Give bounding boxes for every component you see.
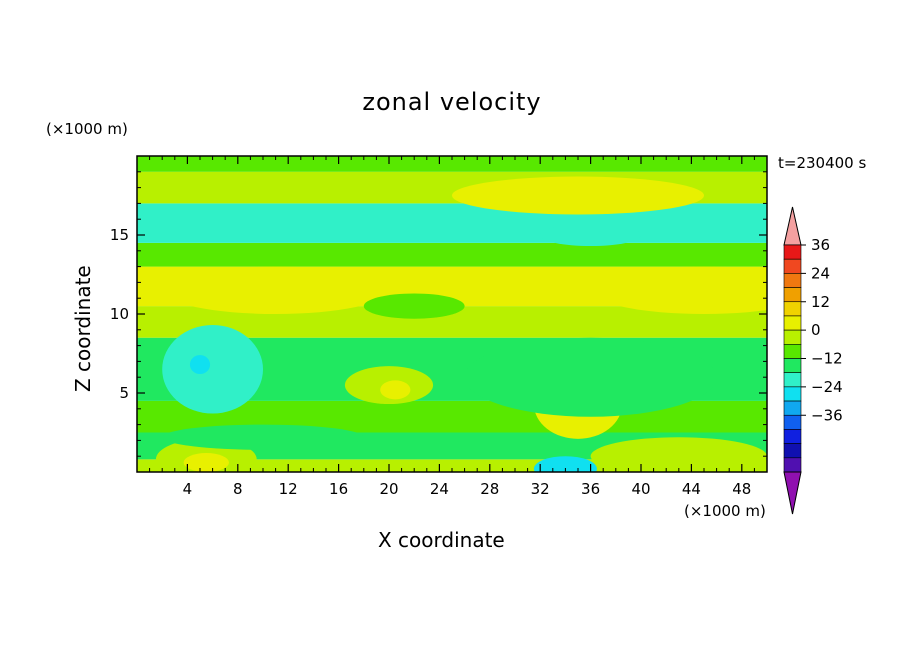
colorbar-box <box>783 414 802 430</box>
colorbar-box <box>783 429 802 444</box>
field-feature-15 <box>464 337 717 417</box>
colorbar-box <box>783 315 802 331</box>
x-tick-label: 40 <box>631 480 650 498</box>
colorbar-tick-label: −12 <box>811 350 843 368</box>
field-feature-13 <box>540 223 641 247</box>
colorbar-tick-label: −36 <box>811 406 843 424</box>
colorbar-box <box>783 386 802 402</box>
colorbar-box <box>783 273 802 288</box>
field-feature-8 <box>533 456 597 472</box>
y-tick-label: 10 <box>110 305 129 323</box>
field-band-9 <box>137 156 767 172</box>
y-tick-label: 15 <box>110 226 129 244</box>
x-tick-label: 20 <box>379 480 398 498</box>
colorbar-tick-label: 36 <box>811 236 830 254</box>
colorbar-box <box>783 329 802 345</box>
x-axis-label: X coordinate <box>378 528 505 552</box>
field-feature-5 <box>380 380 411 400</box>
field-feature-3 <box>183 453 229 472</box>
colorbar-tick-label: 12 <box>811 293 830 311</box>
colorbar-tick-label: −24 <box>811 378 843 396</box>
field-feature-12 <box>452 176 704 215</box>
colorbar-box <box>783 443 802 459</box>
x-axis-unit: (×1000 m) <box>684 502 766 520</box>
x-tick-label: 12 <box>279 480 298 498</box>
field-feature-11 <box>590 266 767 314</box>
field-feature-14 <box>363 293 465 319</box>
velocity-field <box>137 156 767 472</box>
colorbar-box <box>783 400 802 416</box>
y-axis-unit: (×1000 m) <box>46 120 128 138</box>
field-band-6 <box>137 242 767 267</box>
colorbar-top-arrow <box>783 206 802 246</box>
colorbar-tick-label: 0 <box>811 321 821 339</box>
x-tick-label: 48 <box>732 480 751 498</box>
field-feature-9 <box>590 437 767 472</box>
colorbar-bottom-arrow <box>783 471 802 515</box>
colorbar-box <box>783 344 802 359</box>
x-tick-label: 24 <box>430 480 449 498</box>
x-tick-label: 36 <box>581 480 600 498</box>
x-tick-label: 8 <box>233 480 243 498</box>
colorbar-box <box>783 372 802 388</box>
x-tick-label: 4 <box>183 480 193 498</box>
colorbar: 36 24 12 0 −12 −24 −36 <box>783 206 843 515</box>
colorbar-box <box>783 287 802 303</box>
field-feature-1 <box>189 355 211 375</box>
field-band-7 <box>137 203 767 243</box>
field-feature-10 <box>162 266 389 314</box>
colorbar-box <box>783 258 802 274</box>
field-feature-16 <box>162 424 364 450</box>
colorbar-tick-label: 24 <box>811 264 830 282</box>
colorbar-box <box>783 457 802 473</box>
time-label: t=230400 s <box>778 154 867 172</box>
y-tick-label: 5 <box>119 384 129 402</box>
chart-title: zonal velocity <box>362 88 542 116</box>
x-tick-label: 16 <box>329 480 348 498</box>
colorbar-box <box>783 244 802 260</box>
colorbar-box <box>783 358 802 373</box>
x-tick-label: 28 <box>480 480 499 498</box>
colorbar-box <box>783 301 802 317</box>
x-tick-label: 32 <box>531 480 550 498</box>
x-tick-label: 44 <box>682 480 701 498</box>
field-feature-0 <box>162 325 263 414</box>
